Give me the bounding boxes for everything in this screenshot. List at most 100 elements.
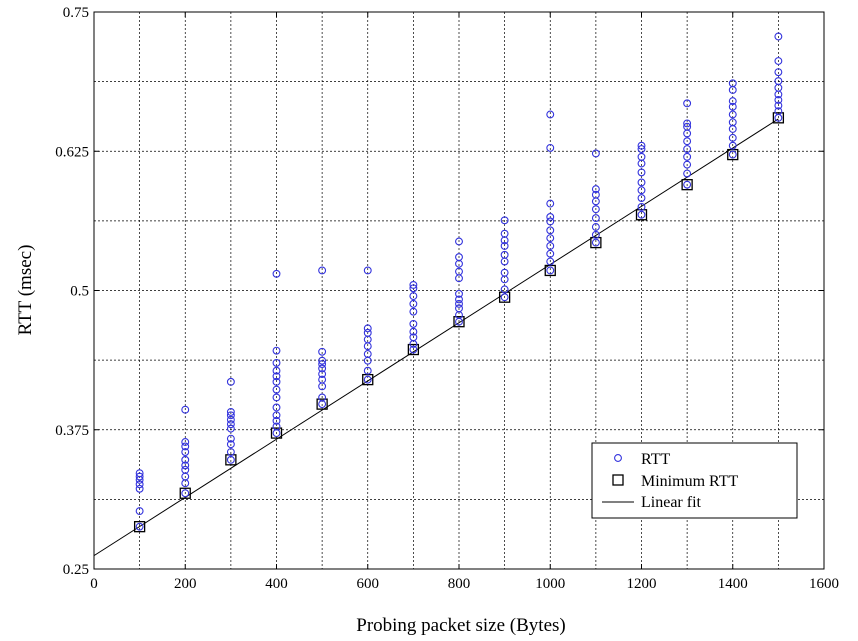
rtt-point [774,101,783,110]
x-tick-label: 1600 [809,576,839,592]
rtt-point [591,214,600,223]
rtt-point [500,229,509,238]
x-tick-label: 1000 [535,576,565,592]
rtt-point [409,307,418,316]
rtt-point [683,169,692,178]
legend: RTT Minimum RTT Linear fit [591,442,798,519]
rtt-point [683,99,692,108]
legend-minimum-marker [612,474,624,486]
rtt-point [591,238,600,247]
rtt-point [455,304,463,313]
tick-labels: 0 200 400 600 800 1000 1200 1400 1600 0.25 0.375 0.… [55,5,839,592]
plot-frame [93,11,825,570]
rtt-point [728,133,737,142]
x-tick-label: 1400 [718,576,748,592]
rtt-point [409,327,418,336]
x-tick-label: 1200 [627,576,657,592]
rtt-point [181,448,190,456]
rtt-point [637,186,646,195]
rtt-point [546,199,555,208]
rtt-point [363,350,372,358]
rtt-point [135,522,144,531]
rtt-point [774,32,783,41]
rtt-point [226,455,235,464]
rtt-point [774,107,783,116]
rtt-point [272,269,281,278]
x-axis-label: Probing packet size (Bytes) [356,615,565,636]
rtt-point [637,210,646,219]
rtt-point [546,257,555,266]
rtt-point [500,285,509,294]
rtt-point [728,79,737,88]
rtt-point [591,185,600,194]
minimum-rtt-point [133,521,146,533]
rtt-point [728,141,737,150]
y-tick-label: 0.75 [63,5,89,21]
rtt-point [363,366,372,375]
minimum-rtt-point [498,291,511,303]
minimum-rtt-point [407,343,420,356]
rtt-point [409,333,418,342]
rtt-point [637,203,646,211]
rtt-point [500,216,509,225]
rtt-point [409,299,418,308]
linear-fit-layer [93,118,779,557]
legend-fit-label: Linear fit [641,494,702,511]
minimum-rtt-point [225,454,237,466]
rtt-point [226,411,235,420]
legend-box [591,442,798,519]
rtt-point [591,205,600,214]
rtt-point [272,422,281,431]
rtt-point [591,149,600,158]
y-tick-label: 0.375 [55,423,89,439]
rtt-point [226,407,235,416]
rtt-point [546,143,555,152]
rtt-point [318,364,327,373]
minimum-rtt-point [681,179,693,191]
rtt-point [774,57,783,65]
legend-rtt-label: RTT [641,451,670,468]
rtt-point [409,292,418,301]
rtt-point [546,241,555,250]
legend-rtt-marker [614,454,622,462]
rtt-point [226,420,235,429]
rtt-point [318,370,327,378]
rtt-point [455,253,463,262]
rtt-point [546,110,555,119]
y-axis-label: RTT (msec) [15,245,36,336]
minimum-rtt-point [179,487,191,499]
rtt-point [272,416,281,425]
rtt-point [728,150,737,159]
rtt-point [683,180,692,189]
rtt-point [181,438,190,446]
rtt-point [546,249,555,258]
rtt-point [683,119,692,128]
rtt-point [181,442,190,451]
rtt-point [683,152,692,161]
rtt-point [409,319,418,328]
rtt-point [546,234,555,243]
rtt-point [272,393,281,402]
rtt-point [409,284,418,293]
minimum-rtt-point [635,209,648,221]
rtt-point [272,358,281,367]
rtt-point [591,223,600,231]
rtt-point [637,145,646,153]
rtt-point [272,411,281,420]
rtt-point [455,237,463,246]
rtt-point [135,507,144,516]
rtt-point [363,375,372,384]
rtt-point [363,324,372,333]
legend-minimum-label: Minimum RTT [641,473,738,490]
rtt-point [591,190,600,199]
rtt-point [363,328,372,337]
rtt-point [272,377,281,386]
minimum-rtt-point [316,398,328,410]
rtt-point [181,465,190,474]
rtt-point [226,415,235,424]
rtt-point [637,178,646,187]
y-tick-label: 0.625 [55,144,89,160]
rtt-point [546,266,555,275]
rtt-point [181,405,190,414]
